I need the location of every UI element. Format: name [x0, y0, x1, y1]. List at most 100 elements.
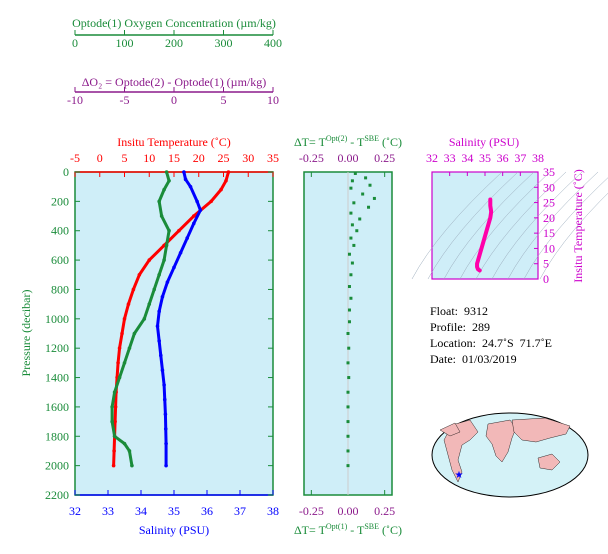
delta-t-point: [346, 361, 350, 365]
delta-t-bottom-tick-label: -0.25: [299, 504, 324, 518]
ts-salinity-label: Salinity (PSU): [449, 135, 519, 149]
ts-density-contour: [443, 171, 535, 280]
salinity-point: [160, 368, 165, 373]
temperature-point: [122, 317, 127, 321]
delta-t-point: [349, 211, 353, 215]
oxygen-point: [157, 199, 161, 204]
pressure-tick-label: 1600: [45, 400, 69, 414]
salinity-axis-tick-label: 33: [102, 504, 114, 518]
oxygen-point: [162, 258, 166, 262]
delta-o2-axis-tick-label: 0: [171, 93, 177, 107]
salinity-axis-tick-label: 38: [267, 504, 279, 518]
delta-t-point: [358, 217, 362, 221]
delta-t-point: [355, 229, 359, 233]
ts-density-contour: [427, 171, 519, 280]
ts-curve-point: [481, 240, 485, 244]
ts-y-tick-label: 15: [543, 226, 555, 240]
salinity-axis-tick-label: 35: [168, 504, 180, 518]
ts-x-tick-label: 37: [514, 151, 526, 165]
salinity-axis-tick-label: 32: [69, 504, 81, 518]
oxygen-point: [142, 317, 147, 321]
oxygen-axis-tick-label: 400: [264, 36, 282, 50]
ts-curve-point: [488, 198, 492, 202]
ts-y-tick-label: 5: [543, 257, 549, 271]
oxygen-point: [112, 390, 117, 395]
ts-x-tick-label: 34: [461, 151, 473, 165]
salinity-point: [183, 177, 188, 182]
delta-t-point: [352, 243, 356, 247]
temperature-point: [113, 405, 118, 409]
world-map: ★: [431, 412, 589, 498]
oxygen-axis-tick-label: 100: [116, 36, 134, 50]
temperature-axis-tick-label: 20: [193, 151, 205, 165]
pressure-tick-label: 2200: [45, 488, 69, 502]
pressure-tick-label: 1400: [45, 371, 69, 385]
oxygen-point: [147, 302, 152, 306]
temperature-line: [112, 171, 230, 466]
delta-t-point: [346, 449, 350, 453]
ts-density-contour: [507, 171, 599, 280]
salinity-point: [188, 184, 193, 189]
oxygen-point: [159, 214, 164, 218]
temperature-axis-tick-label: 0: [97, 151, 103, 165]
oxygen-axis-label: Optode(1) Oxygen Concentration (µm/kg): [72, 16, 276, 30]
oxygen-point: [110, 419, 114, 424]
delta-t-point: [346, 434, 350, 438]
salinity-point: [157, 339, 161, 343]
temperature-axis-tick-label: 5: [122, 151, 128, 165]
oxygen-point: [122, 441, 127, 446]
delta-t-point: [346, 390, 350, 394]
float-location-marker: ★: [455, 470, 464, 481]
salinity-point: [165, 280, 170, 284]
pressure-tick-label: 600: [51, 253, 69, 267]
map-land-north-america: [439, 422, 461, 437]
pressure-tick-label: 400: [51, 224, 69, 238]
salinity-point: [162, 383, 166, 387]
ts-curve-point: [475, 262, 479, 266]
ts-density-contour: [475, 171, 567, 280]
salinity-point: [162, 397, 167, 402]
delta-t-point: [368, 183, 372, 187]
temperature-point: [137, 272, 142, 277]
oxygen-point: [162, 187, 166, 192]
ts-y-tick-label: 10: [543, 241, 555, 255]
map-land-asia: [511, 417, 571, 443]
ts-curve-point: [475, 265, 479, 269]
salinity-point: [172, 265, 176, 270]
map-land-australia: [537, 453, 561, 471]
delta-t-point: [349, 186, 353, 190]
temperature-point: [111, 463, 116, 468]
ts-curve-point: [478, 268, 482, 272]
pressure-tick-label: 1000: [45, 312, 69, 326]
oxygen-point: [117, 375, 122, 380]
oxygen-point: [112, 434, 117, 439]
salinity-point: [185, 236, 189, 240]
delta-t-top-tick-label: 0.00: [338, 151, 359, 165]
ts-density-contour: [459, 171, 551, 280]
oxygen-point: [127, 449, 132, 453]
delta-t-point: [346, 332, 350, 335]
ts-curve-point: [478, 253, 482, 257]
oxygen-axis-tick-label: 0: [72, 36, 78, 50]
delta-t-point: [347, 376, 351, 380]
main-profile-panel: Insitu Temperature (˚C) -5 0 5 10 15 20 25 30 35…: [19, 135, 279, 537]
pressure-tick-label: 2000: [45, 459, 69, 473]
ts-density-contour: [539, 192, 608, 280]
ts-x-tick-label: 32: [426, 151, 438, 165]
ts-x-tick-label: 36: [497, 151, 509, 165]
delta-t-point: [346, 464, 350, 468]
delta-t-point: [353, 171, 357, 175]
ts-density-contour: [491, 171, 583, 280]
delta-t-point: [364, 176, 368, 180]
ts-curve-point: [476, 259, 480, 263]
ts-y-tick-label: 35: [543, 165, 555, 179]
temperature-point: [209, 199, 213, 204]
pressure-tick-label: 200: [51, 194, 69, 208]
salinity-point: [198, 208, 203, 212]
temperature-point: [226, 170, 231, 174]
delta-o2-axis-label: ΔO₂ = Optode(2) - Optode(1) (µm/kg): [82, 75, 267, 89]
oxygen-point: [164, 170, 169, 174]
info-date: Date: 01/03/2019: [430, 352, 517, 366]
temperature-axis-tick-label: -5: [70, 151, 80, 165]
